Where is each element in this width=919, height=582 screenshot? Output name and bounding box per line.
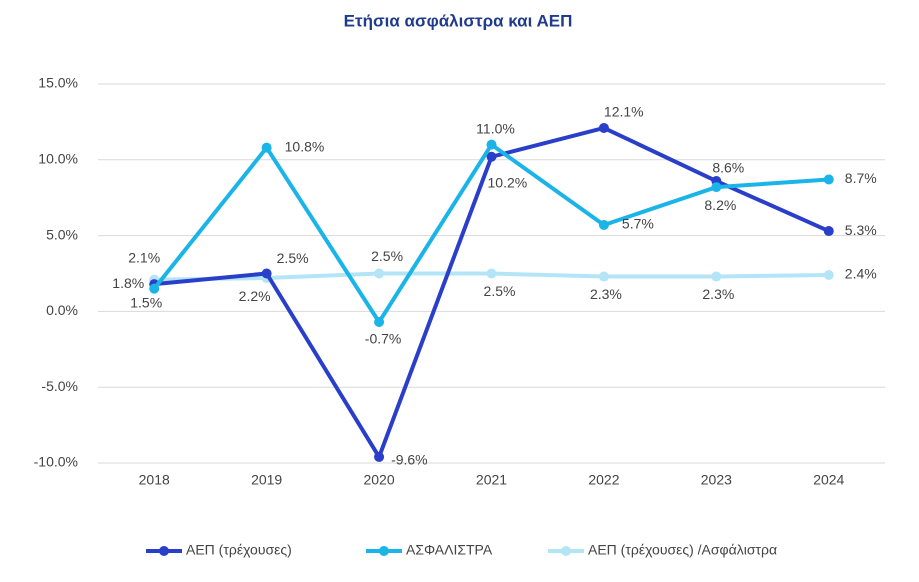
data-label: 2.5% bbox=[371, 248, 403, 264]
data-label: 10.2% bbox=[488, 174, 528, 190]
y-tick-label: -5.0% bbox=[41, 378, 78, 394]
x-tick-label: 2020 bbox=[363, 472, 394, 488]
y-tick-label: 0.0% bbox=[46, 302, 78, 318]
y-tick-label: 10.0% bbox=[38, 151, 78, 167]
data-label: 11.0% bbox=[476, 120, 515, 136]
data-label: 5.7% bbox=[622, 216, 654, 232]
data-label: 12.1% bbox=[604, 104, 644, 120]
data-label: -0.7% bbox=[365, 331, 402, 347]
data-point bbox=[598, 122, 609, 133]
data-point bbox=[823, 174, 834, 185]
data-point bbox=[374, 268, 385, 279]
x-tick-label: 2023 bbox=[701, 472, 732, 488]
data-label: 2.2% bbox=[239, 288, 271, 304]
x-tick-label: 2019 bbox=[251, 472, 282, 488]
data-point bbox=[486, 151, 497, 162]
data-point bbox=[149, 283, 160, 294]
y-tick-label: -10.0% bbox=[34, 454, 78, 470]
data-label: 2.3% bbox=[590, 286, 622, 302]
data-point bbox=[711, 271, 722, 282]
x-tick-label: 2018 bbox=[139, 472, 170, 488]
legend-label: ΑΕΠ (τρέχουσες) /Ασφάλιστρα bbox=[588, 542, 777, 558]
data-point bbox=[598, 271, 609, 282]
data-label: 8.6% bbox=[712, 160, 744, 176]
data-label: 10.8% bbox=[285, 138, 325, 154]
data-point bbox=[823, 226, 834, 237]
data-point bbox=[261, 268, 272, 279]
data-label: 1.8% bbox=[112, 275, 144, 291]
chart-title: Ετήσια ασφάλιστρα και ΑΕΠ bbox=[344, 11, 573, 30]
data-label: 2.1% bbox=[128, 249, 160, 265]
legend-marker bbox=[159, 546, 169, 556]
x-tick-label: 2022 bbox=[588, 472, 619, 488]
data-point bbox=[486, 268, 497, 279]
data-point bbox=[598, 219, 609, 230]
legend-marker bbox=[561, 546, 571, 556]
data-point bbox=[711, 182, 722, 193]
data-label: 8.2% bbox=[704, 197, 736, 213]
legend-label: ΑΣΦΑΛΙΣΤΡΑ bbox=[406, 542, 493, 558]
y-tick-label: 15.0% bbox=[38, 75, 78, 91]
data-label: 1.5% bbox=[130, 294, 162, 310]
data-label: 2.4% bbox=[845, 266, 877, 282]
data-point bbox=[374, 451, 385, 462]
x-tick-label: 2021 bbox=[476, 472, 507, 488]
data-label: -9.6% bbox=[391, 452, 428, 468]
y-tick-label: 5.0% bbox=[46, 226, 78, 242]
data-point bbox=[374, 317, 385, 328]
data-point bbox=[486, 139, 497, 150]
data-label: 5.3% bbox=[845, 222, 877, 238]
data-label: 2.5% bbox=[277, 250, 309, 266]
legend-label: ΑΕΠ (τρέχουσες) bbox=[186, 542, 292, 558]
data-label: 2.3% bbox=[702, 286, 734, 302]
data-label: 8.7% bbox=[845, 170, 877, 186]
data-point bbox=[823, 270, 834, 281]
data-label: 2.5% bbox=[484, 283, 516, 299]
legend-marker bbox=[379, 546, 389, 556]
x-tick-label: 2024 bbox=[813, 472, 844, 488]
data-point bbox=[261, 142, 272, 153]
